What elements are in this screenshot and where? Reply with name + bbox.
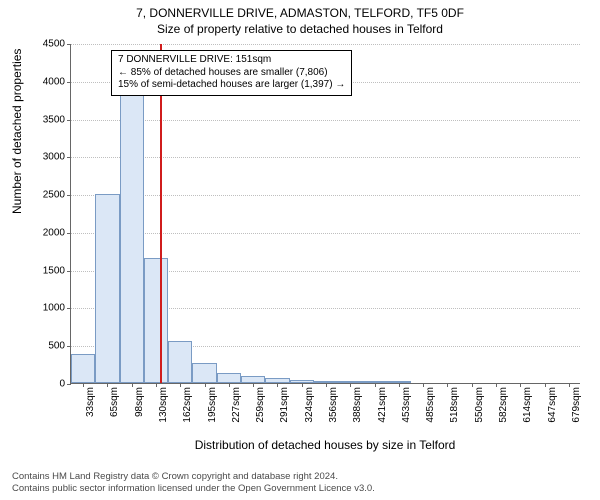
gridline — [71, 44, 580, 45]
xtick-label: 550sqm — [474, 387, 485, 423]
xtick-label: 388sqm — [352, 387, 363, 423]
xtick-label: 259sqm — [255, 387, 266, 423]
xtick-label: 33sqm — [85, 387, 96, 417]
footer-line: Contains public sector information licen… — [12, 483, 588, 494]
xtick-mark — [229, 383, 230, 387]
xtick-label: 227sqm — [231, 387, 242, 423]
ytick-label: 1000 — [43, 303, 71, 314]
xtick-mark — [156, 383, 157, 387]
ytick-label: 3000 — [43, 152, 71, 163]
histogram-bar — [144, 258, 168, 383]
xtick-label: 453sqm — [401, 387, 412, 423]
ytick-label: 4000 — [43, 76, 71, 87]
xtick-mark — [253, 383, 254, 387]
xtick-label: 679sqm — [571, 387, 582, 423]
chart-title-address: 7, DONNERVILLE DRIVE, ADMASTON, TELFORD,… — [0, 6, 600, 20]
ytick-label: 2500 — [43, 190, 71, 201]
x-axis-label: Distribution of detached houses by size … — [70, 438, 580, 452]
ytick-label: 0 — [59, 379, 71, 390]
xtick-label: 98sqm — [134, 387, 145, 417]
xtick-mark — [302, 383, 303, 387]
ytick-label: 500 — [48, 341, 71, 352]
xtick-label: 614sqm — [522, 387, 533, 423]
xtick-label: 485sqm — [425, 387, 436, 423]
xtick-mark — [472, 383, 473, 387]
xtick-label: 356sqm — [328, 387, 339, 423]
xtick-mark — [83, 383, 84, 387]
xtick-label: 421sqm — [377, 387, 388, 423]
chart-footer: Contains HM Land Registry data © Crown c… — [12, 471, 588, 494]
ytick-label: 3500 — [43, 114, 71, 125]
annotation-box: 7 DONNERVILLE DRIVE: 151sqm ← 85% of det… — [111, 50, 352, 96]
histogram-bar — [168, 341, 192, 383]
xtick-label: 647sqm — [547, 387, 558, 423]
xtick-label: 324sqm — [304, 387, 315, 423]
xtick-label: 291sqm — [279, 387, 290, 423]
gridline — [71, 157, 580, 158]
ytick-label: 1500 — [43, 265, 71, 276]
histogram-bar — [120, 88, 144, 383]
xtick-mark — [545, 383, 546, 387]
xtick-label: 65sqm — [109, 387, 120, 417]
annotation-line: ← 85% of detached houses are smaller (7,… — [118, 67, 345, 80]
histogram-bar — [71, 354, 95, 383]
annotation-line: 15% of semi-detached houses are larger (… — [118, 79, 345, 92]
gridline — [71, 233, 580, 234]
xtick-label: 582sqm — [498, 387, 509, 423]
footer-line: Contains HM Land Registry data © Crown c… — [12, 471, 588, 482]
xtick-mark — [569, 383, 570, 387]
xtick-label: 195sqm — [207, 387, 218, 423]
histogram-bar — [192, 363, 216, 383]
y-axis-label: Number of detached properties — [10, 49, 24, 214]
xtick-mark — [496, 383, 497, 387]
histogram-bar — [95, 194, 119, 383]
xtick-mark — [326, 383, 327, 387]
xtick-mark — [375, 383, 376, 387]
annotation-line: 7 DONNERVILLE DRIVE: 151sqm — [118, 54, 345, 67]
chart-title-description: Size of property relative to detached ho… — [0, 22, 600, 36]
xtick-mark — [399, 383, 400, 387]
ytick-label: 4500 — [43, 39, 71, 50]
ytick-label: 2000 — [43, 227, 71, 238]
xtick-mark — [423, 383, 424, 387]
plot-area: 05001000150020002500300035004000450033sq… — [70, 44, 580, 384]
xtick-mark — [205, 383, 206, 387]
xtick-label: 518sqm — [449, 387, 460, 423]
xtick-label: 130sqm — [158, 387, 169, 423]
histogram-bar — [217, 373, 241, 383]
xtick-mark — [132, 383, 133, 387]
gridline — [71, 195, 580, 196]
property-size-chart: 7, DONNERVILLE DRIVE, ADMASTON, TELFORD,… — [0, 0, 600, 500]
histogram-bar — [241, 376, 265, 383]
xtick-label: 162sqm — [182, 387, 193, 423]
gridline — [71, 120, 580, 121]
